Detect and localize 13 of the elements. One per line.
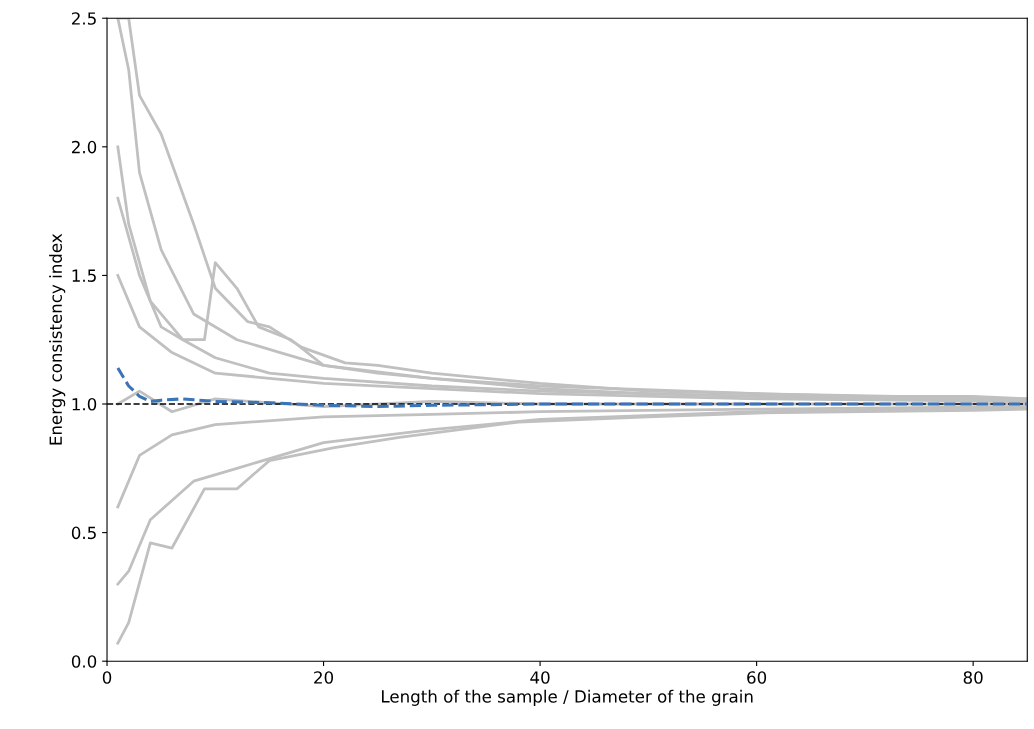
x-tick-label: 40 bbox=[530, 671, 550, 684]
y-tick-label: 0.0 bbox=[71, 655, 97, 668]
y-tick-label: 0.5 bbox=[71, 526, 96, 540]
y-tick-label: 1.5 bbox=[72, 269, 96, 282]
x-axis-title: Length of the sample / Diameter of the grain bbox=[382, 689, 753, 706]
y-tick-label: 1.0 bbox=[72, 397, 97, 411]
x-tick-label: 0 bbox=[102, 671, 112, 684]
y-tick-label: 2.0 bbox=[72, 140, 97, 154]
y-axis-title: Energy consistency index bbox=[49, 233, 66, 445]
x-tick-label: 20 bbox=[314, 671, 334, 684]
x-tick-label: 60 bbox=[747, 671, 767, 684]
y-tick-label: 2.5 bbox=[72, 12, 96, 25]
x-tick-label: 80 bbox=[963, 671, 983, 684]
